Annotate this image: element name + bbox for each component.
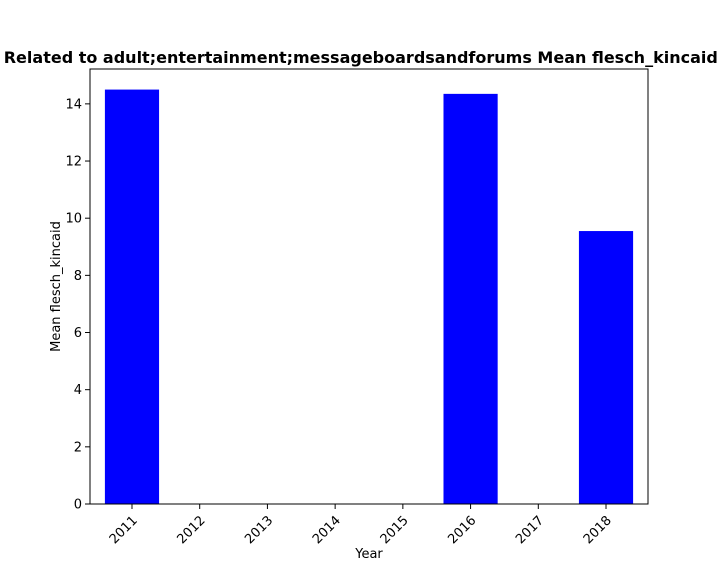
x-tick-label: 2013: [242, 513, 276, 547]
y-tick-label: 12: [65, 155, 82, 170]
y-axis-label: Mean flesch_kincaid: [49, 221, 64, 352]
bar-2016: [443, 93, 498, 505]
y-tick-label: 0: [74, 498, 82, 513]
bar-2011: [104, 89, 160, 504]
x-tick-label: 2018: [581, 513, 615, 547]
x-tick-label: 2012: [175, 513, 209, 547]
y-tick-label: 8: [74, 269, 82, 284]
bar-2018: [578, 231, 634, 504]
x-tick-label: 2011: [107, 513, 141, 547]
y-axis: 0 2 4 6 8 10 12 14: [65, 97, 90, 513]
y-tick-label: 4: [74, 383, 82, 398]
x-tick-label: 2017: [513, 513, 547, 547]
chart-title: Related to adult;entertainment;messagebo…: [4, 48, 720, 67]
x-tick-label: 2015: [378, 513, 412, 547]
y-tick-label: 10: [65, 212, 82, 227]
bars-group: [104, 89, 634, 505]
x-axis: 2011 2012 2013 2014 2015 2016 2017 2018: [107, 504, 615, 547]
y-tick-label: 6: [74, 326, 82, 341]
x-tick-label: 2014: [310, 513, 344, 547]
x-tick-label: 2016: [445, 513, 479, 547]
y-tick-label: 14: [65, 97, 82, 112]
y-tick-label: 2: [74, 440, 82, 455]
plot-area-frame: [89, 68, 649, 505]
x-axis-label: Year: [354, 547, 383, 562]
